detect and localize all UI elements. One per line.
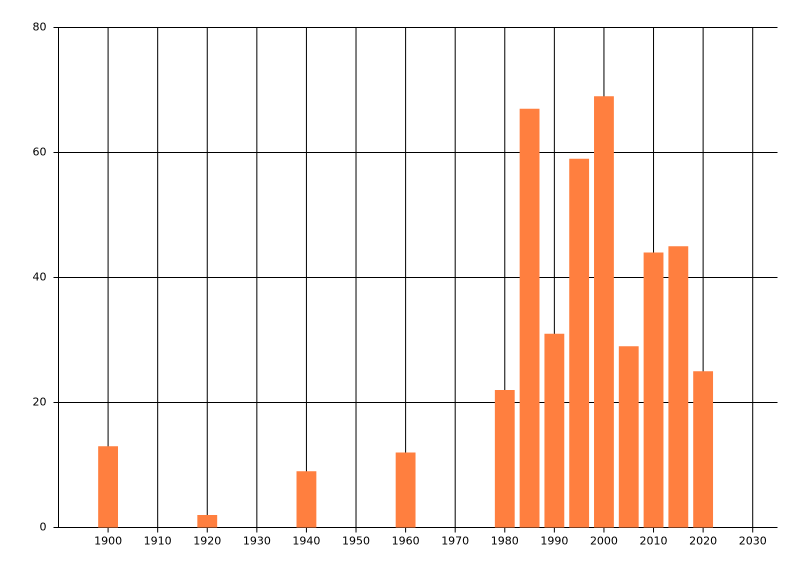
x-tick-label: 2000 xyxy=(590,535,618,548)
x-tick-label: 1920 xyxy=(193,535,221,548)
x-tick-label: 1900 xyxy=(94,535,122,548)
x-tick-label: 1970 xyxy=(441,535,469,548)
bar xyxy=(544,333,565,528)
y-tick-label: 20 xyxy=(33,396,47,409)
bar xyxy=(569,158,590,528)
x-tick-label: 1990 xyxy=(540,535,568,548)
bar xyxy=(594,96,614,528)
bar xyxy=(98,446,119,528)
y-tick-label: 60 xyxy=(33,146,47,159)
bar xyxy=(395,452,416,528)
x-tick-label: 1950 xyxy=(342,535,370,548)
bar xyxy=(494,390,515,528)
bar xyxy=(197,515,218,528)
x-tick-label: 1930 xyxy=(243,535,271,548)
x-tick-label: 2010 xyxy=(640,535,668,548)
bar xyxy=(296,471,317,528)
y-tick-label: 0 xyxy=(40,521,47,534)
bar xyxy=(618,346,639,528)
y-tick-label: 80 xyxy=(33,21,47,34)
x-tick-label: 1980 xyxy=(491,535,519,548)
bar xyxy=(643,252,664,528)
x-tick-label: 2030 xyxy=(739,535,767,548)
bar xyxy=(519,108,540,528)
y-tick-label: 40 xyxy=(33,271,47,284)
x-tick-label: 1940 xyxy=(292,535,320,548)
bar xyxy=(693,371,714,528)
x-tick-label: 1960 xyxy=(392,535,420,548)
x-tick-label: 1910 xyxy=(144,535,172,548)
bar xyxy=(668,246,689,528)
x-tick-label: 2020 xyxy=(689,535,717,548)
